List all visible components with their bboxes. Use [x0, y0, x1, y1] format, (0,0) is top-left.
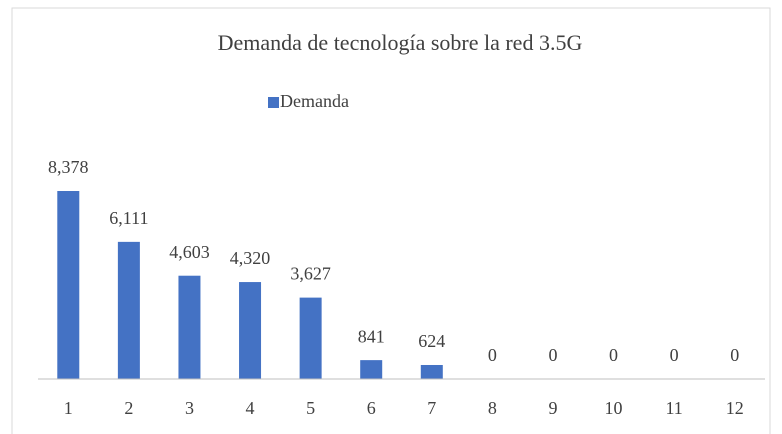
bar: [420, 364, 443, 379]
value-label: 3,627: [290, 264, 331, 284]
x-tick-label: 2: [124, 398, 133, 418]
legend-swatch: [268, 97, 279, 108]
value-label: 841: [358, 326, 385, 346]
value-label: 0: [609, 345, 618, 365]
bar: [360, 360, 383, 379]
value-label: 0: [730, 345, 739, 365]
bar: [178, 275, 201, 379]
bar: [239, 282, 262, 379]
x-tick-label: 10: [605, 398, 623, 418]
bar: [57, 191, 80, 379]
legend-label: Demanda: [280, 91, 349, 111]
value-label: 4,320: [230, 248, 271, 268]
value-label: 0: [670, 345, 679, 365]
x-tick-label: 5: [306, 398, 315, 418]
value-label: 8,378: [48, 157, 89, 177]
chart-title: Demanda de tecnología sobre la red 3.5G: [218, 30, 583, 55]
x-tick-label: 4: [246, 398, 255, 418]
value-label: 0: [488, 345, 497, 365]
bar: [299, 297, 322, 379]
value-label: 624: [418, 331, 445, 351]
x-tick-label: 8: [488, 398, 497, 418]
x-tick-label: 12: [726, 398, 744, 418]
x-tick-label: 3: [185, 398, 194, 418]
value-label: 6,111: [109, 208, 148, 228]
x-tick-label: 1: [64, 398, 73, 418]
value-label: 4,603: [169, 242, 210, 262]
chart-frame: [11, 7, 771, 434]
x-tick-label: 9: [548, 398, 557, 418]
x-tick-label: 6: [367, 398, 376, 418]
value-label: 0: [548, 345, 557, 365]
x-tick-label: 7: [427, 398, 436, 418]
x-tick-label: 11: [665, 398, 682, 418]
bar: [117, 241, 140, 379]
